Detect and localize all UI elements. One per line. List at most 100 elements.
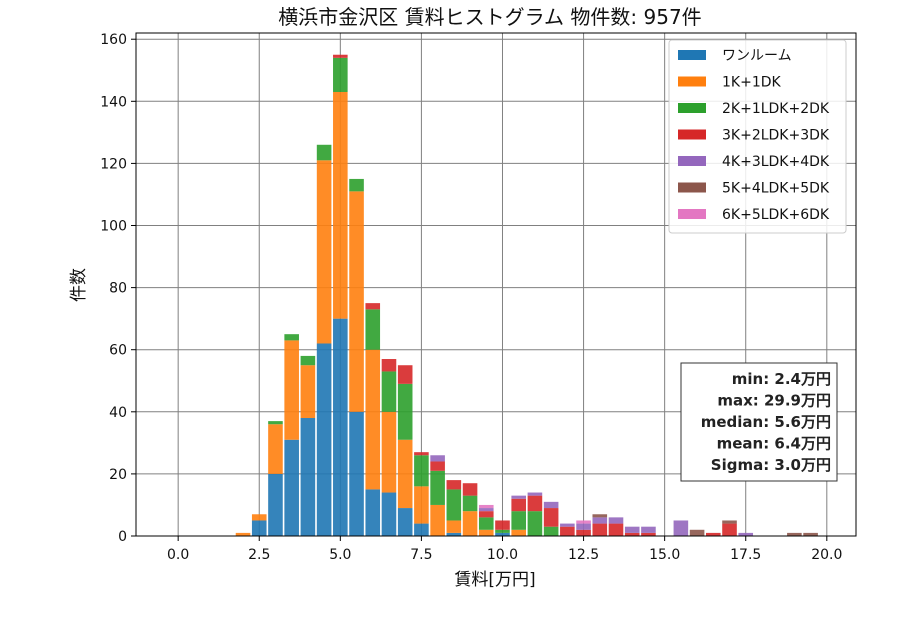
- bar-segment-2: [300, 365, 316, 419]
- legend-swatch: [678, 129, 706, 140]
- bar-segment-4: [706, 532, 721, 536]
- bar-segment-6: [787, 532, 802, 536]
- bar-segment-4: [430, 461, 445, 471]
- bar-segment-4: [641, 532, 656, 536]
- x-tick-label: 0.0: [167, 547, 189, 563]
- bar-segment-3: [300, 355, 316, 366]
- bar-segment-4: [414, 452, 429, 456]
- bar-segment-3: [495, 529, 510, 533]
- bar-segment-5: [624, 526, 640, 533]
- legend-swatch: [678, 156, 706, 166]
- stats-line: median: 5.6万円: [701, 413, 831, 431]
- bar-segment-4: [365, 303, 381, 310]
- bar-segment-4: [576, 529, 591, 536]
- legend-label: 3K+2LDK+3DK: [722, 128, 830, 144]
- bar-segment-3: [381, 371, 397, 412]
- chart-title: 横浜市金沢区 賃料ヒストグラム 物件数: 957件: [278, 5, 701, 29]
- bar-segment-4: [608, 523, 624, 536]
- y-tick-label: 0: [118, 529, 127, 545]
- legend-swatch: [678, 50, 706, 60]
- stats-line: mean: 6.4万円: [717, 435, 831, 453]
- bar-segment-4: [495, 520, 510, 530]
- stats-line: min: 2.4万円: [732, 370, 831, 388]
- y-tick-label: 60: [109, 343, 127, 359]
- bar-segment-4: [333, 54, 348, 58]
- bar-segment-3: [397, 383, 413, 440]
- x-tick-label: 10.0: [487, 547, 518, 563]
- x-tick-label: 20.0: [811, 547, 842, 563]
- bars: [235, 54, 818, 536]
- y-tick-label: 20: [109, 467, 127, 483]
- bar-segment-4: [381, 359, 397, 372]
- bar-segment-6: [592, 514, 608, 518]
- x-tick-label: 17.5: [730, 547, 761, 563]
- bar-segment-5: [592, 517, 608, 524]
- x-tick-label: 2.5: [248, 547, 270, 563]
- bar-segment-2: [349, 191, 364, 412]
- bar-segment-3: [268, 421, 283, 425]
- bar-segment-2: [397, 439, 413, 509]
- bar-segment-1: [495, 532, 510, 536]
- bar-segment-7: [576, 520, 591, 524]
- bar-segment-5: [430, 455, 445, 462]
- y-tick-label: 120: [100, 156, 127, 172]
- stats-box-frame: [680, 362, 838, 482]
- y-axis-label: 件数: [69, 268, 89, 302]
- bar-segment-1: [251, 520, 267, 536]
- legend-label: 2K+1LDK+2DK: [722, 101, 830, 117]
- bar-segment-2: [478, 529, 494, 536]
- bar-segment-1: [365, 489, 381, 536]
- legend-swatch: [678, 103, 706, 113]
- bar-segment-2: [268, 424, 283, 474]
- x-tick-label: 12.5: [568, 547, 599, 563]
- bar-segment-2: [381, 411, 397, 493]
- y-tick-label: 40: [109, 405, 127, 421]
- bar-segment-2: [414, 486, 429, 524]
- bar-segment-5: [527, 492, 543, 496]
- legend-label: ワンルーム: [722, 48, 792, 64]
- bar-segment-1: [414, 523, 429, 536]
- stats-line: Sigma: 3.0万円: [711, 456, 831, 474]
- bar-segment-1: [333, 318, 348, 536]
- legend-label: 6K+5LDK+6DK: [722, 207, 830, 223]
- x-tick-label: 5.0: [329, 547, 351, 563]
- bar-segment-2: [511, 529, 526, 536]
- bar-segment-5: [560, 523, 575, 527]
- bar-segment-1: [381, 492, 397, 536]
- grid-lines: [136, 33, 856, 537]
- bar-segment-3: [478, 517, 494, 530]
- bar-segment-5: [738, 532, 754, 536]
- stats-box: min: 2.4万円 max: 29.9万円 median: 5.6万円 mean: …: [680, 362, 838, 482]
- bar-segment-3: [365, 309, 381, 350]
- bar-segment-5: [511, 495, 526, 499]
- bar-segment-1: [397, 508, 413, 536]
- legend: ワンルーム 1K+1DK 2K+1LDK+2DK 3K+2LDK+3DK 4K+3LDK…: [668, 39, 847, 234]
- bar-segment-4: [462, 483, 478, 496]
- bar-segment-2: [333, 91, 348, 319]
- bar-segment-3: [543, 526, 559, 536]
- legend-label: 4K+3LDK+4DK: [722, 154, 830, 170]
- bar-segment-3: [462, 495, 478, 512]
- x-axis-label: 賃料[万円]: [454, 570, 535, 590]
- bar-segment-2: [251, 514, 267, 521]
- x-tick-label: 15.0: [649, 547, 680, 563]
- bar-segment-7: [478, 504, 494, 509]
- y-ticks: 0 20 40 60 80 100 120 140 160: [100, 32, 136, 545]
- bar-segment-4: [592, 523, 608, 536]
- bar-segment-4: [478, 511, 494, 518]
- bar-segment-3: [333, 57, 348, 92]
- bar-segment-3: [349, 178, 364, 192]
- bar-segment-4: [511, 498, 526, 512]
- legend-label: 1K+1DK: [722, 75, 782, 91]
- bar-segment-3: [316, 144, 332, 161]
- bar-segment-5: [608, 517, 624, 524]
- bar-segment-4: [446, 480, 462, 490]
- bar-segment-4: [624, 532, 640, 536]
- bar-segment-4: [543, 508, 559, 527]
- y-tick-label: 100: [100, 219, 127, 235]
- y-tick-label: 80: [109, 281, 127, 297]
- legend-label: 5K+4LDK+5DK: [722, 181, 830, 197]
- bar-segment-3: [527, 511, 543, 536]
- bar-segment-4: [397, 365, 413, 384]
